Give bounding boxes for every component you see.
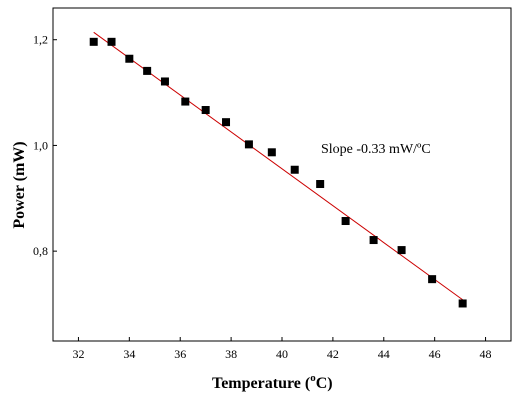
data-point [397,246,406,255]
x-tick-label: 36 [174,347,186,361]
x-axis-label: Temperature (oC) [212,372,333,392]
data-point [201,106,210,115]
x-tick-label: 38 [225,347,237,361]
plot-area [52,7,512,342]
data-point [244,140,253,149]
y-tick-label: 0,8 [33,244,48,258]
x-tick-label: 40 [276,347,288,361]
x-tick-label: 42 [327,347,339,361]
slope-annotation: Slope -0.33 mW/ºC [321,142,431,157]
x-tick-label: 46 [429,347,441,361]
data-point [143,66,152,75]
fit-line [93,31,463,301]
data-point [369,236,378,245]
y-tick-label: 1,0 [33,138,48,152]
data-point [89,37,98,46]
data-point [290,165,299,174]
data-point [160,77,169,86]
plot-frame [52,7,512,342]
x-tick-label: 48 [480,347,492,361]
data-point [222,118,231,127]
data-point [181,97,190,106]
data-point [267,148,276,157]
y-axis-label: Power (mW) [11,141,28,228]
x-tick-label: 44 [378,347,390,361]
data-points [89,31,467,308]
x-tick-label: 34 [123,347,135,361]
data-point [458,299,467,308]
data-point [428,275,437,284]
data-point [341,217,350,226]
y-tick-label: 1,2 [33,33,48,47]
axis-ticks: 32 34 36 38 40 42 44 46 48 0,8 1,0 1,2 [33,33,492,361]
x-tick-label: 32 [72,347,84,361]
data-point [125,54,134,63]
data-point [107,37,116,46]
data-point [316,180,325,189]
